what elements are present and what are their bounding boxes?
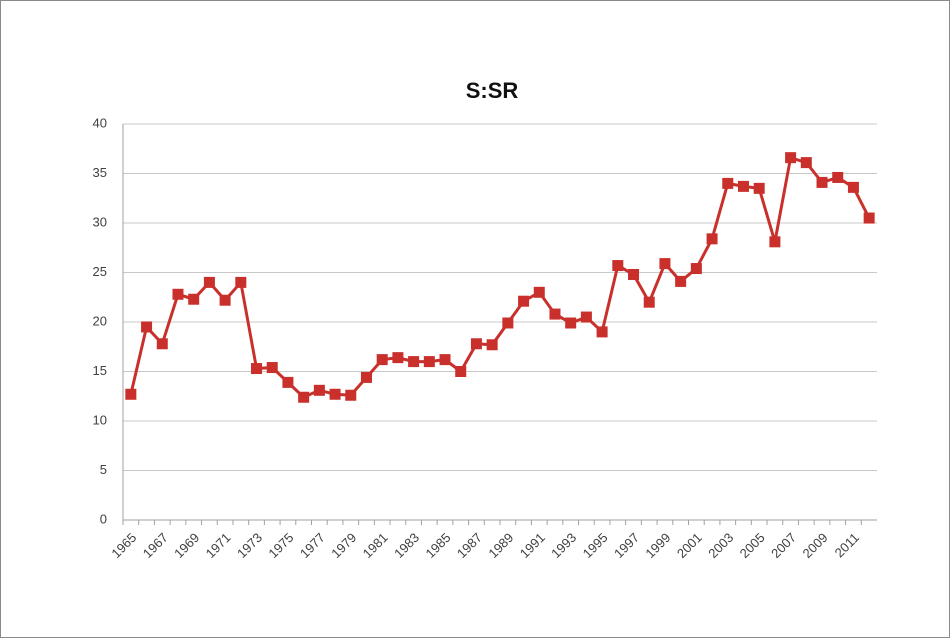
y-tick-label: 20 [93, 313, 107, 328]
y-tick-label: 10 [93, 412, 107, 427]
point-marker [203, 276, 215, 288]
y-tick-label: 15 [93, 363, 107, 378]
point-marker [612, 260, 624, 272]
point-marker [800, 157, 812, 169]
point-marker [360, 371, 372, 383]
y-tick-label: 35 [93, 165, 107, 180]
point-marker [298, 391, 310, 403]
point-marker [580, 311, 592, 323]
point-marker [408, 356, 420, 368]
point-marker [643, 296, 655, 308]
point-marker [549, 308, 561, 320]
point-marker [251, 363, 263, 375]
y-tick-label: 25 [93, 264, 107, 279]
point-marker [565, 317, 577, 329]
point-marker [266, 362, 278, 374]
point-marker [847, 181, 859, 193]
point-marker [706, 233, 718, 245]
point-marker [486, 339, 498, 351]
point-marker [439, 354, 451, 366]
point-marker [345, 389, 357, 401]
point-marker [816, 176, 828, 188]
y-tick-label: 40 [93, 115, 107, 130]
point-marker [659, 258, 671, 270]
point-marker [455, 366, 467, 377]
point-marker [832, 171, 844, 183]
point-marker [769, 236, 781, 248]
point-marker [596, 326, 608, 338]
point-marker [235, 276, 247, 288]
point-marker [329, 388, 341, 400]
point-marker [675, 275, 687, 287]
point-marker [376, 354, 388, 366]
point-marker [156, 338, 168, 350]
point-marker [423, 356, 435, 368]
point-marker [502, 317, 514, 329]
point-marker [188, 293, 200, 305]
y-tick-label: 0 [100, 511, 107, 526]
point-marker [753, 182, 765, 194]
point-marker [470, 338, 482, 350]
point-marker [533, 286, 545, 298]
point-marker [737, 180, 749, 192]
point-marker [628, 268, 640, 280]
point-marker [313, 384, 325, 396]
point-marker [392, 352, 404, 364]
point-marker [219, 294, 231, 306]
point-marker [863, 212, 875, 224]
y-tick-label: 30 [93, 214, 107, 229]
y-tick-label: 5 [100, 462, 107, 477]
point-marker [282, 376, 294, 388]
point-marker [722, 177, 734, 189]
chart-title: S:SR [466, 78, 519, 103]
point-marker [141, 321, 153, 333]
point-marker [172, 288, 184, 300]
point-marker [690, 263, 702, 275]
point-marker [125, 388, 137, 400]
point-marker [785, 152, 797, 164]
point-marker [518, 295, 530, 307]
